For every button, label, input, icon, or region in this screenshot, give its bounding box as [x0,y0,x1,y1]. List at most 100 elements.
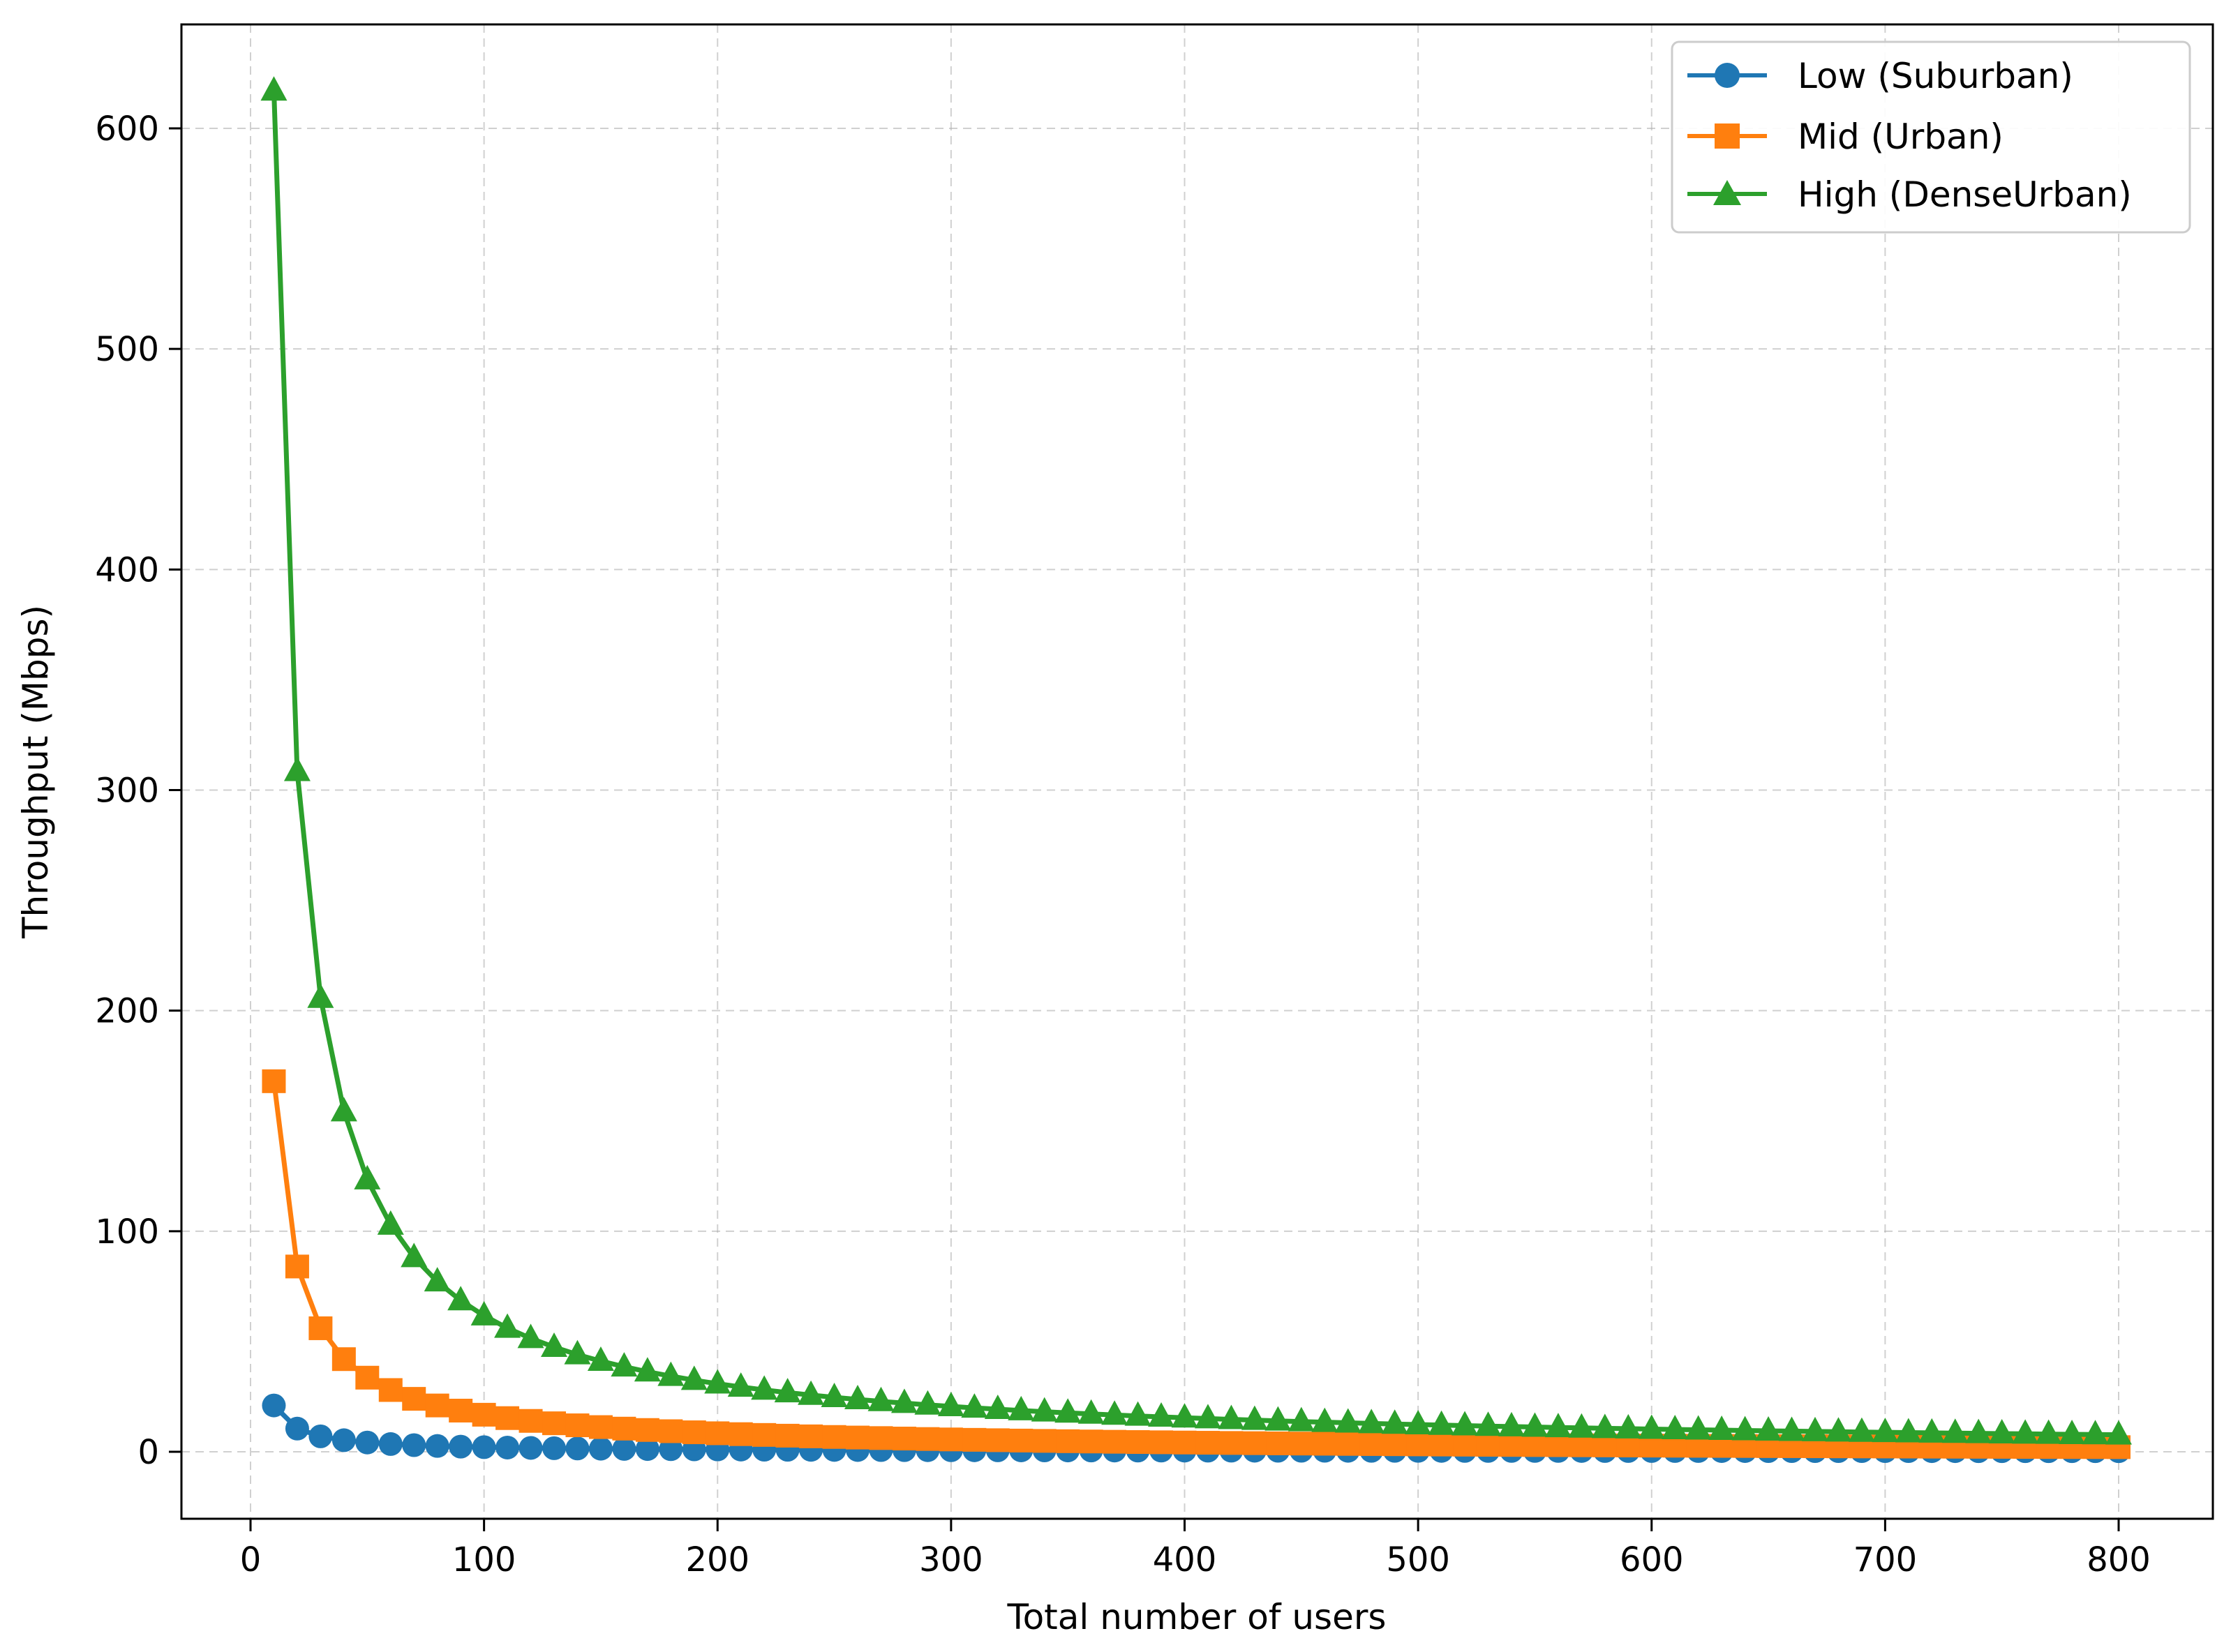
data-point [1103,1429,1127,1454]
data-point [1755,1416,1782,1441]
data-point [1172,1430,1197,1455]
data-point [729,1422,753,1446]
y-tick-label: 300 [95,772,159,811]
legend-item-high: High (DenseUrban) [1687,174,2132,215]
data-point [1032,1429,1057,1453]
x-tick-label: 800 [2087,1540,2151,1579]
data-point [2105,1420,2132,1445]
data-point [1008,1395,1035,1420]
data-point [1662,1415,1689,1440]
data-point [470,1300,498,1326]
data-point [1476,1432,1500,1457]
data-point [1336,1432,1360,1456]
data-point [680,1365,708,1390]
data-point [706,1421,730,1446]
data-point [1031,1397,1058,1422]
data-point [1872,1418,1899,1443]
data-point [542,1411,567,1436]
data-point [799,1424,823,1448]
data-point [1264,1406,1292,1431]
data-point [844,1384,872,1409]
data-point [890,1388,918,1413]
data-point [774,1378,801,1403]
data-point [867,1386,895,1411]
data-point [1615,1413,1642,1439]
data-point [1591,1413,1618,1439]
data-point [518,1436,543,1460]
data-point [1544,1413,1572,1438]
data-point [1101,1400,1128,1425]
data-point [869,1426,893,1450]
data-point [1405,1409,1432,1434]
data-point [262,1069,286,1093]
legend-item-mid: Mid (Urban) [1687,117,2004,157]
data-point [285,1416,309,1441]
data-point [1523,1433,1547,1457]
data-point [495,1435,520,1459]
data-point [1988,1418,2015,1443]
data-point [1568,1413,1595,1438]
data-point [635,1418,659,1442]
x-tick-label: 200 [685,1540,749,1579]
data-point [751,1375,778,1400]
data-point [402,1387,426,1411]
data-point [518,1409,543,1433]
data-point [1079,1429,1103,1454]
data-point [355,1365,380,1390]
data-point [1148,1402,1175,1427]
data-point [1242,1431,1267,1455]
x-axis-label: Total number of users [1007,1597,1387,1637]
data-point [425,1434,449,1458]
data-point [1778,1416,1805,1441]
data-point [611,1352,638,1377]
data-point [260,76,288,101]
y-tick-label: 0 [137,1433,159,1472]
data-point [331,1428,356,1452]
data-point [1334,1408,1361,1433]
data-point [565,1413,590,1438]
data-point [1498,1411,1525,1436]
data-point [775,1423,800,1448]
data-point [2035,1419,2062,1444]
data-point [1219,1431,1244,1455]
data-point [961,1393,988,1418]
data-point [1381,1409,1408,1434]
data-point [682,1420,706,1445]
x-tick-label: 600 [1620,1540,1684,1579]
data-point [401,1242,428,1268]
data-point [1266,1431,1290,1455]
data-point [1848,1417,1875,1442]
data-point [984,1395,1011,1420]
data-point [307,983,334,1008]
data-point [1218,1404,1245,1429]
data-point [1521,1412,1549,1437]
series-triangle-up [260,76,2132,1445]
data-point [1313,1432,1337,1456]
data-point [892,1427,916,1451]
data-point [1124,1401,1151,1426]
data-point [1241,1405,1268,1430]
data-point [916,1427,940,1451]
data-point [517,1323,544,1349]
data-point [449,1398,473,1422]
legend-item-low: Low (Suburban) [1687,56,2073,96]
data-point [308,1424,333,1448]
data-point [588,1436,613,1461]
data-point [1918,1418,1946,1443]
square-marker-icon [1715,123,1740,149]
data-point [1825,1417,1852,1442]
data-series [260,76,2132,1464]
data-point [377,1210,404,1235]
x-tick-label: 400 [1153,1540,1217,1579]
y-axis-ticks: 0 100 200 300 400 500 600 [95,110,181,1472]
data-point [1452,1411,1479,1436]
data-point [1171,1403,1198,1428]
data-point [564,1339,591,1365]
data-point [565,1436,590,1461]
data-point [985,1428,1010,1452]
data-point [1311,1407,1338,1432]
data-point [472,1402,496,1427]
x-tick-label: 300 [919,1540,983,1579]
data-point [727,1372,754,1397]
legend: Low (Suburban) Mid (Urban) High (DenseUr… [1671,40,2191,234]
